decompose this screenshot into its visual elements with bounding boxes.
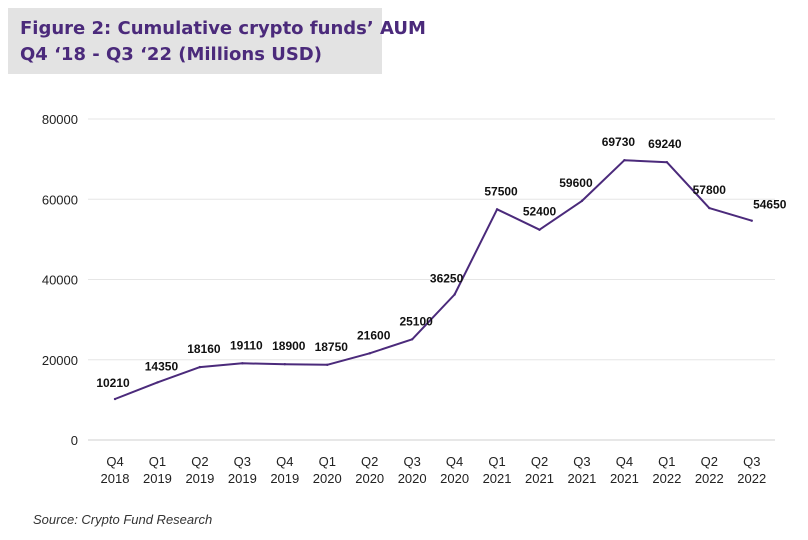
x-tick-year: 2021 bbox=[483, 471, 512, 486]
x-tick-quarter: Q3 bbox=[743, 454, 760, 469]
x-tick-quarter: Q2 bbox=[361, 454, 378, 469]
data-point bbox=[708, 206, 711, 210]
data-label: 52400 bbox=[523, 205, 557, 219]
data-label: 54650 bbox=[753, 198, 787, 212]
chart-title-line-1: Figure 2: Cumulative crypto funds’ AUM bbox=[20, 18, 426, 39]
x-tick-year: 2021 bbox=[610, 471, 639, 486]
data-point bbox=[453, 293, 456, 296]
x-tick-quarter: Q2 bbox=[701, 454, 718, 469]
data-point bbox=[156, 381, 159, 384]
x-tick-quarter: Q3 bbox=[573, 454, 590, 469]
data-point bbox=[368, 352, 371, 355]
chart-title-box: Figure 2: Cumulative crypto funds’ AUM Q… bbox=[8, 8, 426, 74]
data-point bbox=[283, 362, 286, 366]
y-tick-label: 40000 bbox=[42, 273, 78, 288]
data-point bbox=[410, 338, 414, 341]
x-tick-year: 2019 bbox=[228, 471, 257, 486]
data-label: 57800 bbox=[693, 183, 727, 197]
data-label: 69240 bbox=[648, 137, 682, 151]
data-point bbox=[198, 365, 202, 369]
data-label: 18900 bbox=[272, 339, 306, 353]
x-tick-year: 2021 bbox=[525, 471, 554, 486]
x-tick-quarter: Q1 bbox=[149, 454, 166, 469]
x-tick-year: 2022 bbox=[652, 471, 681, 486]
y-tick-label: 60000 bbox=[42, 192, 78, 207]
x-tick-year: 2020 bbox=[313, 471, 342, 486]
data-label: 14350 bbox=[145, 359, 179, 373]
x-tick-quarter: Q3 bbox=[234, 454, 251, 469]
x-tick-year: 2019 bbox=[185, 471, 214, 486]
chart-title-line-2: Q4 ‘18 - Q3 ‘22 (Millions USD) bbox=[20, 44, 322, 65]
data-point bbox=[241, 362, 244, 365]
x-tick-quarter: Q3 bbox=[403, 454, 420, 469]
x-tick-quarter: Q4 bbox=[276, 454, 293, 469]
data-label: 18160 bbox=[187, 342, 221, 356]
x-tick-year: 2020 bbox=[355, 471, 384, 486]
data-label: 19110 bbox=[230, 338, 263, 352]
data-point bbox=[495, 208, 499, 211]
x-tick-year: 2020 bbox=[398, 471, 427, 486]
x-tick-quarter: Q1 bbox=[488, 454, 505, 469]
x-tick-quarter: Q4 bbox=[106, 454, 123, 469]
data-point bbox=[113, 397, 117, 401]
data-point bbox=[750, 219, 753, 222]
data-label: 18750 bbox=[315, 340, 349, 354]
x-tick-year: 2019 bbox=[143, 471, 172, 486]
y-tick-label: 80000 bbox=[42, 112, 78, 127]
x-tick-quarter: Q2 bbox=[531, 454, 548, 469]
series-line bbox=[114, 159, 753, 400]
data-label: 69730 bbox=[602, 135, 636, 149]
x-tick-quarter: Q4 bbox=[446, 454, 463, 469]
data-point bbox=[665, 160, 669, 164]
data-label: 25100 bbox=[399, 314, 433, 328]
x-tick-quarter: Q1 bbox=[319, 454, 336, 469]
data-label: 59600 bbox=[559, 176, 593, 190]
source-note: Source: Crypto Fund Research bbox=[33, 512, 213, 527]
data-point bbox=[326, 363, 329, 366]
data-label: 57500 bbox=[484, 184, 518, 198]
x-tick-quarter: Q2 bbox=[191, 454, 208, 469]
data-label: 21600 bbox=[357, 328, 391, 342]
x-tick-year: 2019 bbox=[270, 471, 299, 486]
data-point bbox=[623, 159, 626, 162]
x-tick-year: 2018 bbox=[101, 471, 130, 486]
x-tick-year: 2022 bbox=[695, 471, 724, 486]
x-tick-quarter: Q1 bbox=[658, 454, 675, 469]
x-tick-quarter: Q4 bbox=[616, 454, 633, 469]
data-point bbox=[580, 199, 584, 203]
y-tick-label: 20000 bbox=[42, 353, 78, 368]
data-label: 10210 bbox=[96, 376, 130, 390]
data-point bbox=[538, 228, 541, 231]
x-tick-year: 2021 bbox=[567, 471, 596, 486]
data-label: 36250 bbox=[430, 272, 464, 286]
x-tick-year: 2020 bbox=[440, 471, 469, 486]
x-tick-year: 2022 bbox=[737, 471, 766, 486]
y-tick-label: 0 bbox=[71, 433, 78, 448]
